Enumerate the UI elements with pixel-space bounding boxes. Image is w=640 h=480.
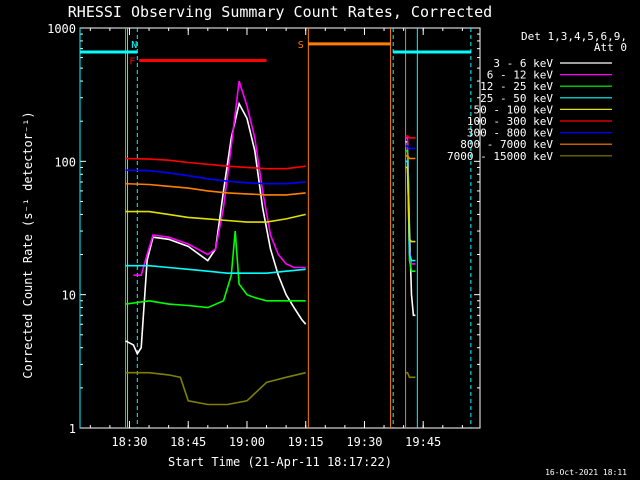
- series-line: [133, 80, 306, 277]
- series-line: [125, 371, 306, 406]
- legend-label: 25 - 50 keV: [480, 92, 553, 105]
- y-axis-title: Corrected Count Rate (s⁻¹ detector⁻¹): [21, 111, 35, 378]
- legend-label: 300 - 800 keV: [467, 127, 553, 140]
- legend-label: 800 - 7000 keV: [460, 138, 553, 151]
- series-line: [125, 231, 306, 309]
- series-line: [405, 145, 416, 150]
- x-tick-label: 19:30: [346, 435, 382, 449]
- series-line: [125, 169, 306, 185]
- x-tick-label: 19:00: [229, 435, 265, 449]
- x-axis-title: Start Time (21-Apr-11 18:17:22): [168, 455, 392, 469]
- series-line: [125, 157, 306, 170]
- series-line: [405, 135, 416, 139]
- series-line: [405, 155, 416, 160]
- legend-label: 6 - 12 keV: [487, 69, 554, 82]
- x-tick-label: 19:15: [288, 435, 324, 449]
- series-line: [125, 264, 306, 275]
- chart-title: RHESSI Observing Summary Count Rates, Co…: [68, 3, 492, 21]
- y-tick-label: 100: [54, 155, 76, 169]
- legend-label: 3 - 6 keV: [493, 57, 553, 70]
- flag-label-s: S: [298, 40, 304, 51]
- legend-label: 50 - 100 keV: [474, 103, 554, 116]
- legend-header-line-1: Det 1,3,4,5,6,9,: [521, 30, 627, 43]
- flag-label-n: N: [131, 40, 137, 51]
- series-line: [125, 101, 307, 356]
- plot-area: 1 10 100 1000 18:30 18:45 19:00 19:15 19:30 19:45…: [47, 22, 481, 449]
- footer-timestamp: 16-Oct-2021 18:11: [545, 468, 627, 477]
- series-line: [405, 150, 416, 273]
- x-tick-label: 18:30: [111, 435, 147, 449]
- series-line: [405, 371, 416, 379]
- legend-header-line-2: Att 0: [594, 41, 627, 54]
- y-tick-label: 10: [62, 289, 76, 303]
- y-tick-label: 1: [69, 422, 76, 436]
- legend-label: 7000 - 15000 keV: [447, 150, 553, 163]
- x-tick-label: 18:45: [170, 435, 206, 449]
- x-tick-label: 19:45: [405, 435, 441, 449]
- legend-label: 100 - 300 keV: [467, 115, 553, 128]
- series-line: [405, 160, 416, 262]
- series-line: [125, 182, 306, 196]
- legend-label: 12 - 25 keV: [480, 80, 553, 93]
- y-tick-label: 1000: [47, 22, 76, 36]
- flag-label-f: F: [129, 57, 135, 68]
- series-line: [125, 210, 306, 223]
- series-line: [405, 166, 416, 243]
